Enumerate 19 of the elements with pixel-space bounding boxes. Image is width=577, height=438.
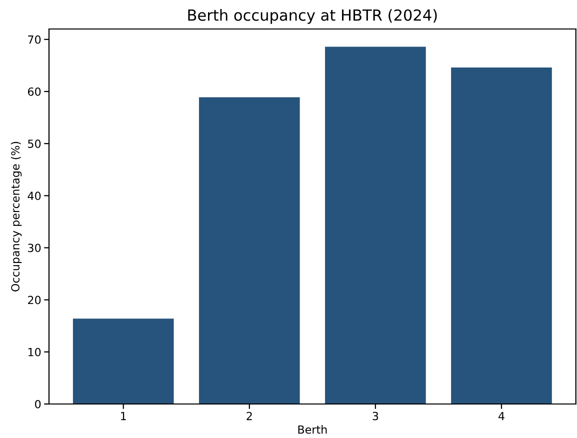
y-tick-label: 20 [28,296,41,304]
chart-title: Berth occupancy at HBTR (2024) [188,9,437,24]
x-tick-label: 3 [372,412,378,420]
bar [72,318,174,404]
y-tick-label: 70 [28,35,41,44]
y-tick-label: 50 [28,140,41,148]
y-tick-label: 10 [28,348,41,356]
y-tick-label: 60 [28,87,41,96]
x-tick-label: 2 [246,412,252,420]
bar [451,68,552,404]
y-tick-label: 0 [35,400,41,408]
y-axis-title: Occupancy percentage (%) [10,142,22,292]
x-axis-title: Berth [298,425,327,434]
x-tick-label: 1 [121,412,126,420]
x-tick-label: 4 [498,412,504,420]
y-tick-label: 40 [28,192,41,200]
y-tick-label: 30 [28,244,41,252]
bar [325,46,426,404]
bar [198,97,300,404]
